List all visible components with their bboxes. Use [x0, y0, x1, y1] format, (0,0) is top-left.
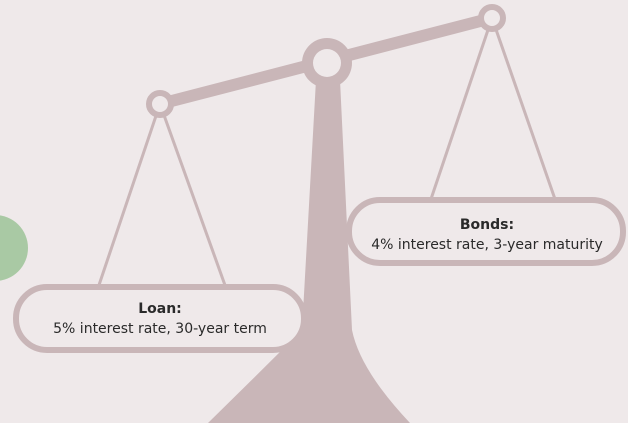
bonds-title: Bonds:: [460, 217, 514, 233]
loan-detail: 5% interest rate, 30-year term: [53, 321, 267, 337]
pivot-inner: [313, 49, 341, 77]
left-joint: [149, 93, 171, 115]
page: {"left_pan": {"title": "Loan:", "detail"…: [0, 0, 628, 423]
right-joint: [481, 7, 503, 29]
scale-illustration: Loan: 5% interest rate, 30-year term Bon…: [0, 0, 628, 423]
bonds-detail: 4% interest rate, 3-year maturity: [371, 237, 603, 253]
left-pan: [16, 287, 304, 350]
loan-title: Loan:: [138, 301, 182, 317]
